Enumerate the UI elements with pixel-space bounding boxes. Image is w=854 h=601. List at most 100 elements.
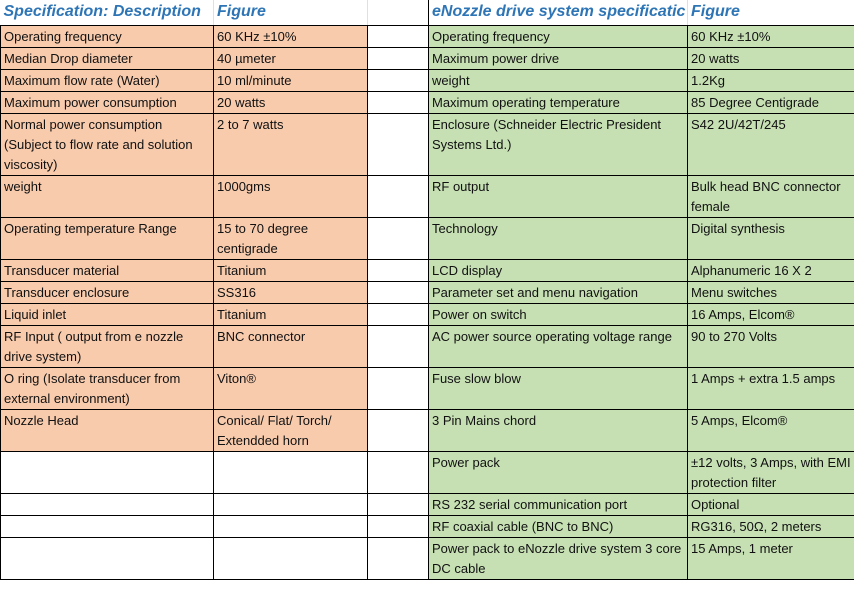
table-row: Liquid inlet Titanium Power on switch 16 Am…	[0, 302, 854, 326]
right-description-cell[interactable]: Parameter set and menu navigation	[428, 280, 688, 304]
gap-cell[interactable]	[367, 324, 429, 368]
gap-cell[interactable]	[367, 112, 429, 176]
gap-cell[interactable]	[367, 174, 429, 218]
left-description-cell[interactable]: weight	[0, 174, 214, 218]
right-figure-cell[interactable]: Menu switches	[687, 280, 854, 304]
right-description-cell[interactable]: RF output	[428, 174, 688, 218]
left-figure-cell[interactable]: 20 watts	[213, 90, 368, 114]
right-figure-cell[interactable]: Alphanumeric 16 X 2	[687, 258, 854, 282]
left-figure-cell[interactable]: 40 µmeter	[213, 46, 368, 70]
left-description-cell[interactable]	[0, 492, 214, 516]
gap-cell[interactable]	[367, 450, 429, 494]
table-row: Power pack ±12 volts, 3 Amps, with EMI pr…	[0, 450, 854, 494]
right-figure-cell[interactable]: 15 Amps, 1 meter	[687, 536, 854, 580]
gap-cell[interactable]	[367, 68, 429, 92]
gap-cell[interactable]	[367, 258, 429, 282]
right-header-figure[interactable]: Figure	[687, 0, 854, 26]
right-description-cell[interactable]: Power on switch	[428, 302, 688, 326]
right-figure-cell[interactable]: 90 to 270 Volts	[687, 324, 854, 368]
left-figure-cell[interactable]	[213, 492, 368, 516]
left-figure-cell[interactable]: Conical/ Flat/ Torch/ Extendded horn	[213, 408, 368, 452]
table-row: Power pack to eNozzle drive system 3 cor…	[0, 536, 854, 580]
table-row: Median Drop diameter 40 µmeter Maximum pow…	[0, 46, 854, 70]
table-row: O ring (Isolate transducer from external…	[0, 366, 854, 410]
left-description-cell[interactable]: Median Drop diameter	[0, 46, 214, 70]
gap-cell[interactable]	[367, 0, 429, 26]
left-description-cell[interactable]: Maximum flow rate (Water)	[0, 68, 214, 92]
gap-cell[interactable]	[367, 536, 429, 580]
left-description-cell[interactable]	[0, 450, 214, 494]
left-figure-cell[interactable]	[213, 450, 368, 494]
right-header-description[interactable]: eNozzle drive system specificatic	[428, 0, 688, 26]
left-figure-cell[interactable]: Titanium	[213, 258, 368, 282]
right-description-cell[interactable]: Power pack to eNozzle drive system 3 cor…	[428, 536, 688, 580]
gap-cell[interactable]	[367, 46, 429, 70]
gap-cell[interactable]	[367, 302, 429, 326]
gap-cell[interactable]	[367, 366, 429, 410]
left-description-cell[interactable]: Transducer material	[0, 258, 214, 282]
gap-cell[interactable]	[367, 492, 429, 516]
right-description-cell[interactable]: RS 232 serial communication port	[428, 492, 688, 516]
right-figure-cell[interactable]: ±12 volts, 3 Amps, with EMI protection f…	[687, 450, 854, 494]
left-description-cell[interactable]: Transducer enclosure	[0, 280, 214, 304]
gap-cell[interactable]	[367, 216, 429, 260]
left-figure-cell[interactable]: 15 to 70 degree centigrade	[213, 216, 368, 260]
gap-cell[interactable]	[367, 514, 429, 538]
left-description-cell[interactable]: Operating temperature Range	[0, 216, 214, 260]
right-figure-cell[interactable]: S42 2U/42T/245	[687, 112, 854, 176]
right-figure-cell[interactable]: 1.2Kg	[687, 68, 854, 92]
right-figure-cell[interactable]: Digital synthesis	[687, 216, 854, 260]
left-description-cell[interactable]: Maximum power consumption	[0, 90, 214, 114]
right-figure-cell[interactable]: 60 KHz ±10%	[687, 24, 854, 48]
right-description-cell[interactable]: Technology	[428, 216, 688, 260]
left-figure-cell[interactable]	[213, 514, 368, 538]
right-figure-cell[interactable]: 20 watts	[687, 46, 854, 70]
left-description-cell[interactable]	[0, 536, 214, 580]
gap-cell[interactable]	[367, 90, 429, 114]
left-figure-cell[interactable]: 1000gms	[213, 174, 368, 218]
left-description-cell[interactable]	[0, 514, 214, 538]
right-description-cell[interactable]: RF coaxial cable (BNC to BNC)	[428, 514, 688, 538]
left-figure-cell[interactable]: BNC connector	[213, 324, 368, 368]
gap-cell[interactable]	[367, 280, 429, 304]
left-description-cell[interactable]: Liquid inlet	[0, 302, 214, 326]
gap-cell[interactable]	[367, 24, 429, 48]
left-description-cell[interactable]: Nozzle Head	[0, 408, 214, 452]
left-figure-cell[interactable]: SS316	[213, 280, 368, 304]
table-row: Nozzle Head Conical/ Flat/ Torch/ Extendd…	[0, 408, 854, 452]
left-description-cell[interactable]: Normal power consumption (Subject to flo…	[0, 112, 214, 176]
right-figure-cell[interactable]: 85 Degree Centigrade	[687, 90, 854, 114]
right-description-cell[interactable]: AC power source operating voltage range	[428, 324, 688, 368]
left-description-cell[interactable]: Operating frequency	[0, 24, 214, 48]
left-figure-cell[interactable]: 2 to 7 watts	[213, 112, 368, 176]
gap-cell[interactable]	[367, 408, 429, 452]
right-description-cell[interactable]: LCD display	[428, 258, 688, 282]
left-figure-cell[interactable]: 60 KHz ±10%	[213, 24, 368, 48]
left-header-description[interactable]: Specification: Description	[0, 0, 214, 26]
right-description-cell[interactable]: weight	[428, 68, 688, 92]
right-description-cell[interactable]: Maximum operating temperature	[428, 90, 688, 114]
left-figure-cell[interactable]: Titanium	[213, 302, 368, 326]
left-description-cell[interactable]: RF Input ( output from e nozzle drive sy…	[0, 324, 214, 368]
table-row: RS 232 serial communication port Optional	[0, 492, 854, 516]
right-figure-cell[interactable]: Optional	[687, 492, 854, 516]
table-row: weight 1000gms RF output Bulk head BNC con…	[0, 174, 854, 218]
right-figure-cell[interactable]: 5 Amps, Elcom®	[687, 408, 854, 452]
right-figure-cell[interactable]: RG316, 50Ω, 2 meters	[687, 514, 854, 538]
table-row: Normal power consumption (Subject to flo…	[0, 112, 854, 176]
right-description-cell[interactable]: Enclosure (Schneider Electric President …	[428, 112, 688, 176]
right-figure-cell[interactable]: 16 Amps, Elcom®	[687, 302, 854, 326]
left-figure-cell[interactable]: 10 ml/minute	[213, 68, 368, 92]
right-description-cell[interactable]: Fuse slow blow	[428, 366, 688, 410]
right-figure-cell[interactable]: Bulk head BNC connector female	[687, 174, 854, 218]
right-description-cell[interactable]: Power pack	[428, 450, 688, 494]
left-header-figure[interactable]: Figure	[213, 0, 368, 26]
left-figure-cell[interactable]	[213, 536, 368, 580]
right-description-cell[interactable]: 3 Pin Mains chord	[428, 408, 688, 452]
right-figure-cell[interactable]: 1 Amps + extra 1.5 amps	[687, 366, 854, 410]
left-description-cell[interactable]: O ring (Isolate transducer from external…	[0, 366, 214, 410]
left-figure-cell[interactable]: Viton®	[213, 366, 368, 410]
table-row: Transducer enclosure SS316 Parameter set a…	[0, 280, 854, 304]
right-description-cell[interactable]: Operating frequency	[428, 24, 688, 48]
right-description-cell[interactable]: Maximum power drive	[428, 46, 688, 70]
